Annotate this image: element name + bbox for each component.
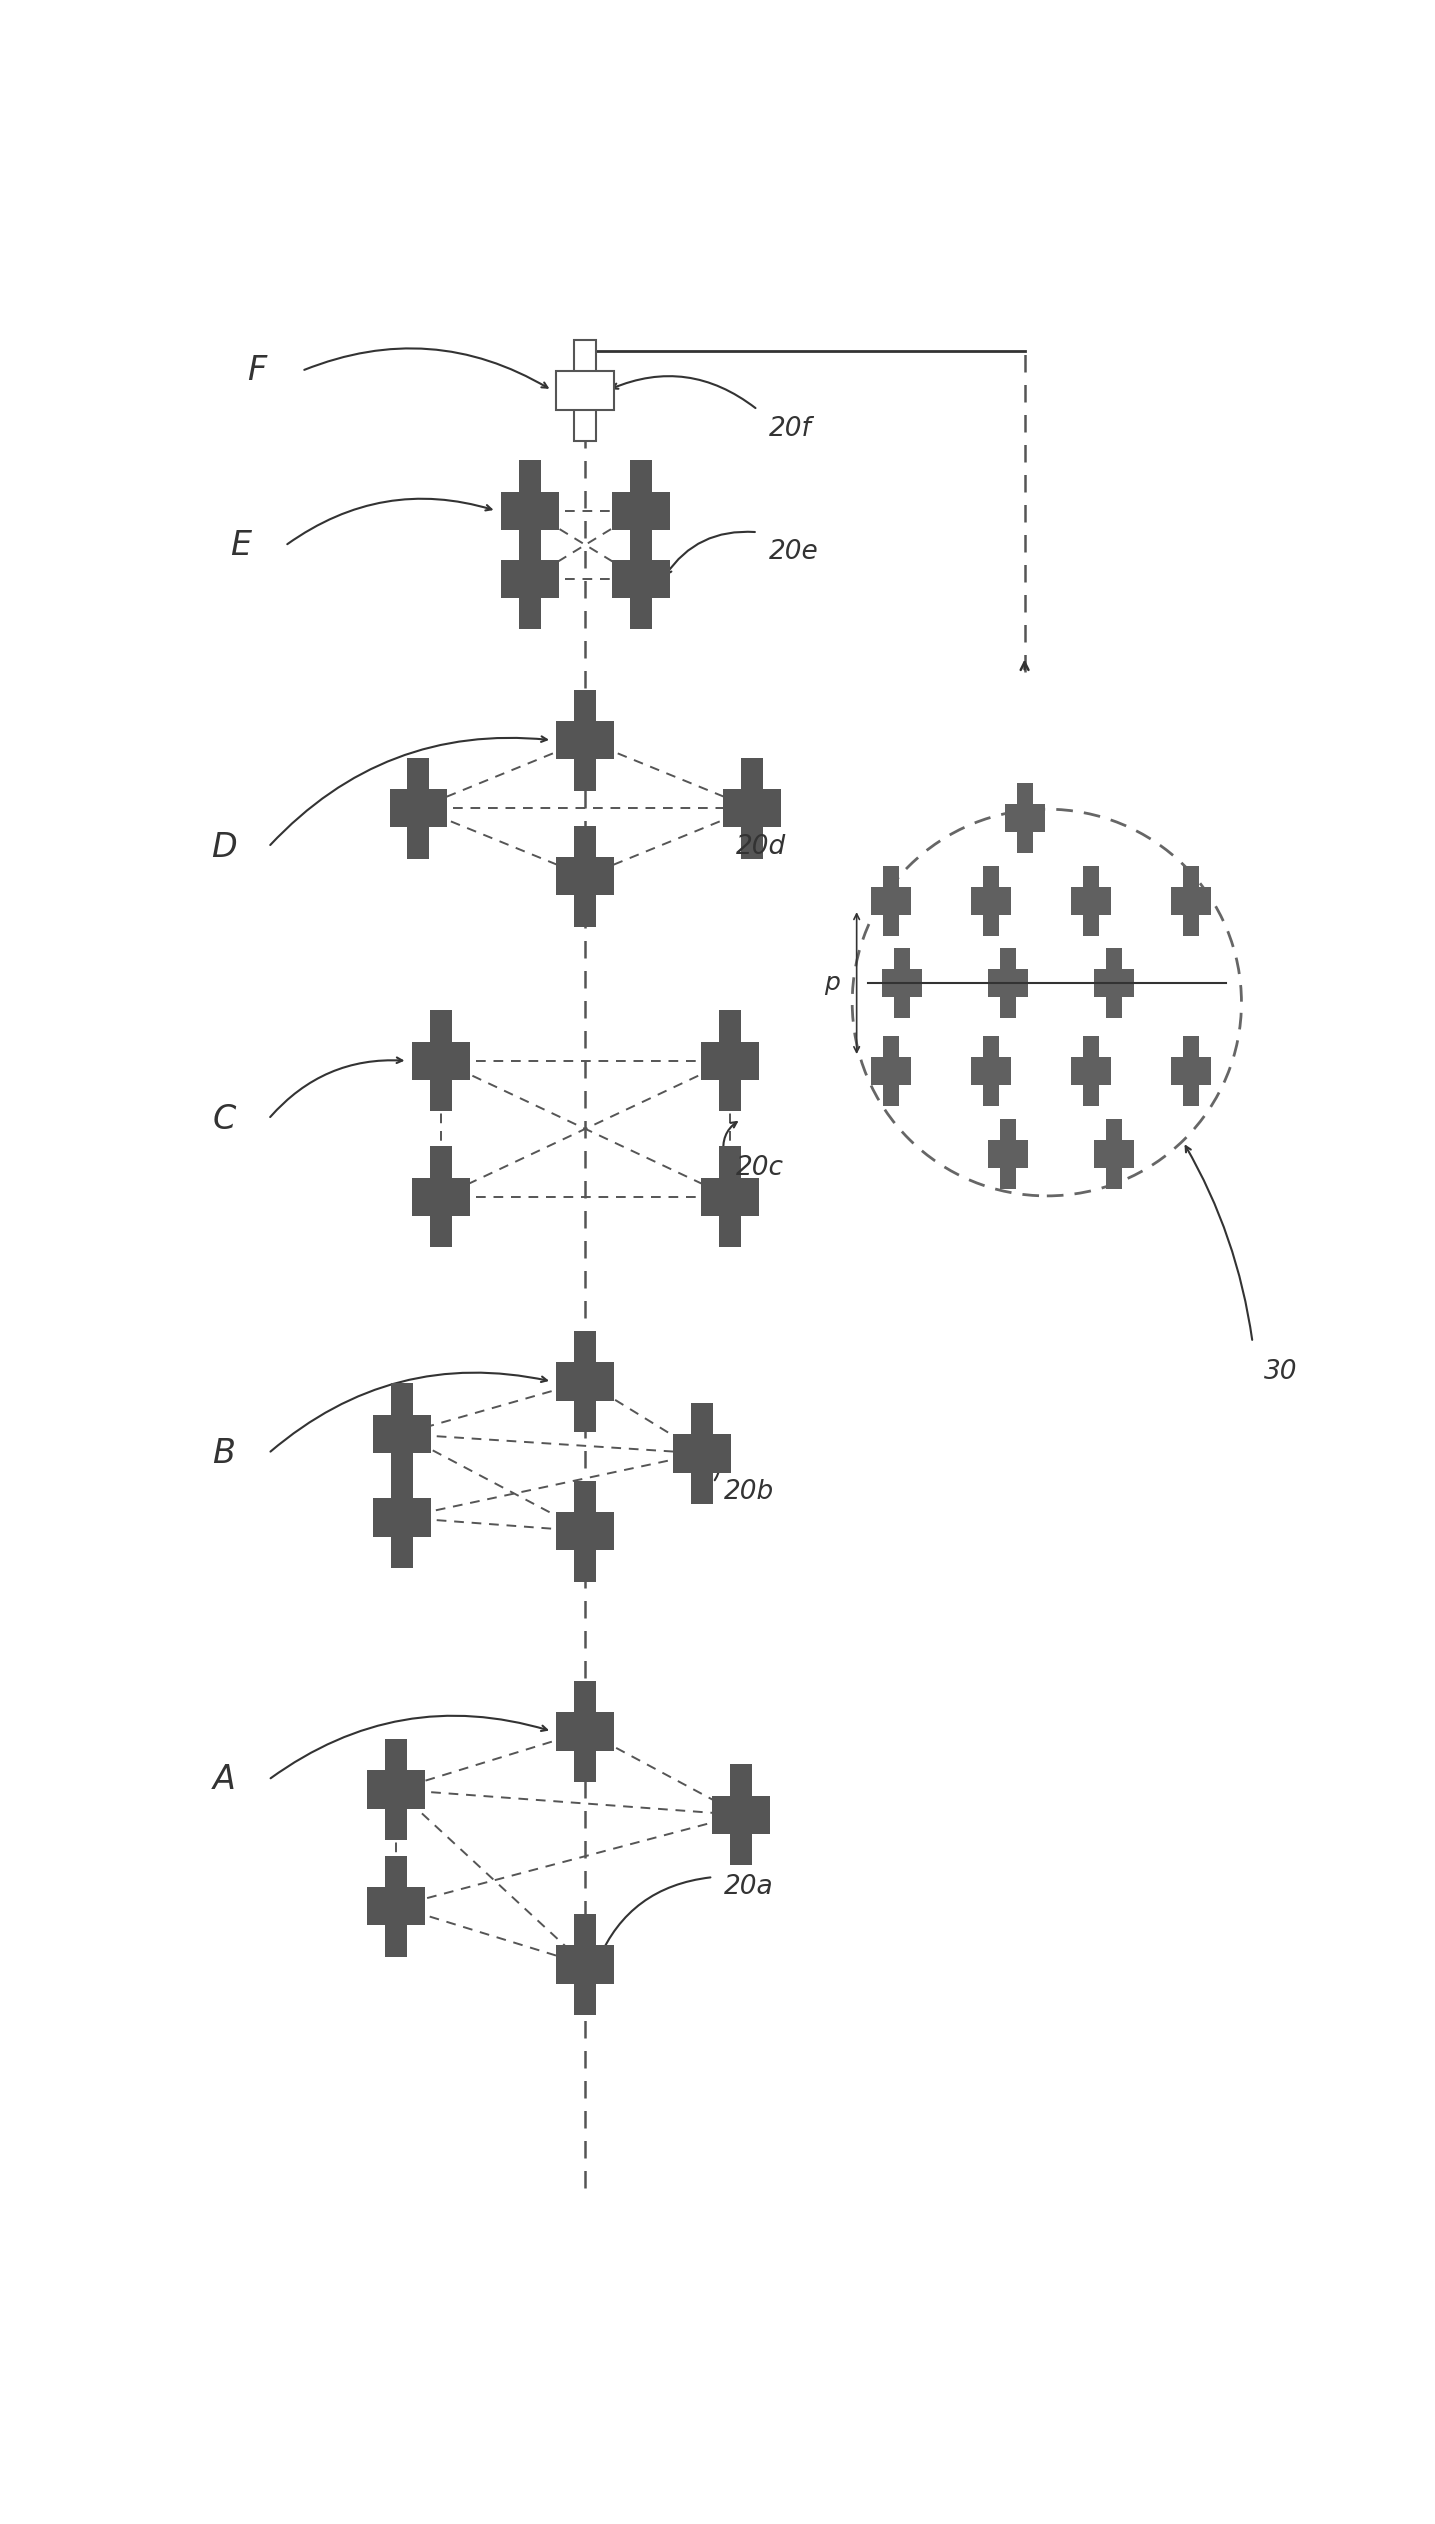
Bar <box>574 689 597 790</box>
Bar <box>1083 1035 1099 1106</box>
Bar <box>987 1141 1027 1169</box>
Text: 30: 30 <box>1264 1358 1297 1386</box>
Bar <box>630 459 651 560</box>
Text: p: p <box>824 972 839 994</box>
Text: A: A <box>212 1764 235 1797</box>
Bar <box>429 1146 452 1247</box>
Bar <box>501 492 558 530</box>
Bar <box>557 1512 614 1550</box>
Bar <box>1105 1118 1122 1189</box>
Bar <box>385 1739 408 1840</box>
Bar <box>501 560 558 598</box>
Bar <box>1184 866 1200 936</box>
Bar <box>367 1769 425 1810</box>
Bar <box>574 1913 597 2014</box>
Bar <box>871 888 911 916</box>
Bar <box>574 1482 597 1583</box>
Bar <box>883 969 923 997</box>
Bar <box>1000 949 1016 1017</box>
Bar <box>894 949 910 1017</box>
Bar <box>883 1035 900 1106</box>
Text: 20f: 20f <box>769 416 812 442</box>
Bar <box>1093 969 1134 997</box>
Bar <box>557 1363 614 1401</box>
Bar <box>983 1035 999 1106</box>
Bar <box>692 1403 713 1504</box>
Text: E: E <box>230 530 251 563</box>
Bar <box>390 1383 413 1484</box>
Bar <box>412 1042 469 1080</box>
Bar <box>574 341 597 442</box>
Bar <box>574 825 597 926</box>
Bar <box>574 1330 597 1431</box>
Bar <box>1072 1058 1111 1085</box>
Bar <box>557 722 614 760</box>
Bar <box>557 1946 614 1984</box>
Bar <box>574 1681 597 1782</box>
Bar <box>712 1795 771 1835</box>
Bar <box>1093 1141 1134 1169</box>
Bar <box>971 888 1012 916</box>
Bar <box>367 1888 425 1926</box>
Bar <box>390 1466 413 1567</box>
Bar <box>740 757 763 858</box>
Bar <box>518 459 541 560</box>
Bar <box>700 1042 759 1080</box>
Bar <box>1004 805 1045 833</box>
Text: 20a: 20a <box>725 1873 773 1901</box>
Bar <box>1184 1035 1200 1106</box>
Bar <box>557 1711 614 1752</box>
Bar <box>730 1764 752 1865</box>
Bar <box>412 1179 469 1217</box>
Bar <box>700 1179 759 1217</box>
Text: 20d: 20d <box>735 833 786 861</box>
Ellipse shape <box>852 810 1241 1196</box>
Bar <box>719 1146 740 1247</box>
Bar <box>983 866 999 936</box>
Bar <box>611 560 670 598</box>
Bar <box>1000 1118 1016 1189</box>
Bar <box>611 492 670 530</box>
Text: D: D <box>211 830 237 863</box>
Bar <box>987 969 1027 997</box>
Bar <box>429 1010 452 1111</box>
Bar <box>719 1010 740 1111</box>
Bar <box>1171 888 1211 916</box>
Bar <box>1072 888 1111 916</box>
Bar <box>1016 782 1033 853</box>
Bar <box>883 866 900 936</box>
Text: C: C <box>212 1103 235 1136</box>
Bar <box>389 790 448 828</box>
Bar <box>408 757 429 858</box>
Bar <box>373 1499 430 1537</box>
Bar <box>557 858 614 896</box>
Bar <box>871 1058 911 1085</box>
Bar <box>723 790 781 828</box>
Bar <box>1171 1058 1211 1085</box>
Text: F: F <box>248 353 267 386</box>
Text: 20e: 20e <box>769 538 818 565</box>
Text: B: B <box>212 1436 235 1469</box>
Bar <box>373 1416 430 1454</box>
Bar <box>385 1855 408 1956</box>
Text: 20b: 20b <box>725 1479 775 1504</box>
Bar <box>1083 866 1099 936</box>
Bar <box>518 528 541 628</box>
Bar <box>557 371 614 409</box>
Bar <box>971 1058 1012 1085</box>
Bar <box>630 528 651 628</box>
Bar <box>1105 949 1122 1017</box>
Bar <box>673 1434 730 1471</box>
Text: 20c: 20c <box>735 1153 784 1181</box>
